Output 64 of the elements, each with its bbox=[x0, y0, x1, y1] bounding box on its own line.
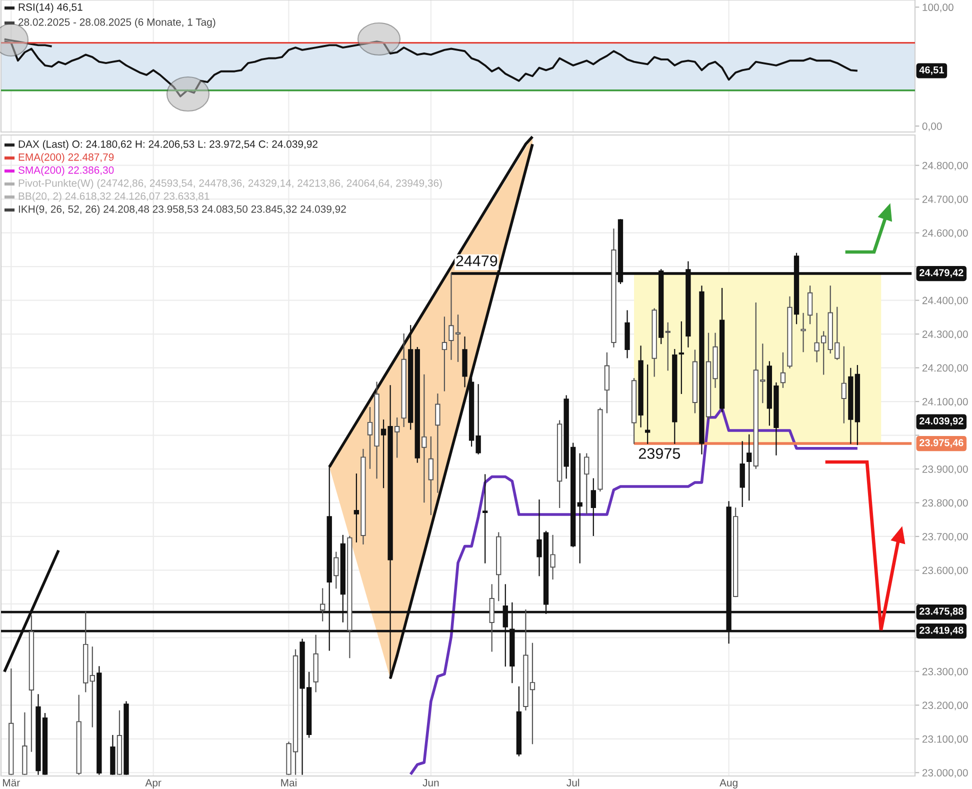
y-tick-label: 24.800,00 bbox=[922, 162, 968, 170]
candlestick bbox=[354, 474, 360, 542]
data-label: 24.479,42 bbox=[920, 269, 964, 278]
y-tick-label: 23.600,00 bbox=[922, 566, 968, 576]
y-tick-label: 0,00 bbox=[922, 122, 942, 132]
annotation: RSI(14) 46,51 bbox=[18, 3, 82, 13]
y-tick-label: 23.300,00 bbox=[922, 668, 968, 677]
x-tick-label: Jun bbox=[422, 779, 439, 786]
candlestick bbox=[740, 441, 745, 507]
candlestick bbox=[807, 286, 813, 324]
y-tick-label: 23.900,00 bbox=[922, 465, 968, 474]
candlestick bbox=[665, 322, 670, 371]
data-label: 23975 bbox=[638, 448, 680, 459]
candlestick bbox=[482, 474, 488, 564]
x-tick-label: Jul bbox=[566, 778, 580, 786]
annotation: DAX (Last) O: 24.180,62 H: 24.206,53 L: 23.972,54 C: 24.039,92 bbox=[18, 140, 318, 150]
annotation: 46,51 bbox=[919, 66, 944, 75]
candlestick bbox=[422, 374, 427, 503]
y-tick-label: 24.400,00 bbox=[922, 296, 968, 306]
y-tick-label: 100,00 bbox=[922, 4, 954, 12]
candlestick bbox=[577, 453, 582, 564]
y-tick-label: 24.200,00 bbox=[922, 364, 968, 373]
y-tick-label: 24.600,00 bbox=[922, 229, 968, 238]
ref-line-label: 23.475,88 bbox=[920, 608, 964, 616]
candlestick bbox=[90, 646, 95, 728]
annotation: EMA(200) 22.487,79 bbox=[18, 153, 114, 163]
text: 24.039,92 bbox=[920, 417, 964, 426]
y-tick-label: 23.000,00 bbox=[922, 769, 968, 778]
candlestick bbox=[489, 584, 494, 652]
annotation: IKH(9, 26, 52, 26) 24.208,48 23.958,53 24.083,50 23.845,32 24.039,92 bbox=[18, 205, 346, 215]
candlestick bbox=[428, 436, 434, 516]
candlestick bbox=[334, 552, 339, 589]
x-tick-label: Apr bbox=[145, 779, 162, 788]
y-tick-label: 23.200,00 bbox=[922, 702, 968, 710]
line-series bbox=[409, 406, 859, 776]
candlestick bbox=[320, 588, 326, 622]
annotation: Pivot-Punkte(W) (24742,86, 24593,54, 24478,36, 24329,14, 24213,86, 24064,64, 23949,36) bbox=[18, 179, 442, 189]
candlestick bbox=[780, 352, 786, 388]
annotation: 28.02.2025 - 28.08.2025 (6 Monate, 1 Tag) bbox=[18, 18, 216, 28]
y-tick-label: 24.700,00 bbox=[922, 196, 968, 204]
candlestick bbox=[678, 321, 684, 394]
annotation: SMA(200) 22.386,30 bbox=[18, 166, 114, 176]
y-tick-label: 24.100,00 bbox=[922, 398, 968, 407]
ref-line-label: 23.419,48 bbox=[920, 626, 964, 636]
candlestick bbox=[442, 316, 448, 392]
candlestick bbox=[394, 417, 400, 458]
candlestick bbox=[800, 312, 806, 352]
candlestick bbox=[746, 434, 752, 501]
candlestick bbox=[584, 453, 590, 514]
y-tick-label: 23.800,00 bbox=[922, 499, 968, 508]
candlestick bbox=[590, 478, 596, 536]
y-tick-label: 24.300,00 bbox=[922, 330, 968, 340]
y-tick-label: 23.700,00 bbox=[922, 532, 968, 542]
candlestick bbox=[644, 364, 650, 444]
data-label: 23.975,46 bbox=[920, 439, 964, 448]
annotation: BB(20, 2) 24.618,32 24.126,07 23.633,81 bbox=[18, 192, 210, 202]
y-tick-label: 23.100,00 bbox=[922, 735, 968, 744]
x-tick-label: Aug bbox=[720, 779, 738, 788]
x-tick-label: Mai bbox=[281, 778, 296, 786]
x-tick-label: Mär bbox=[3, 779, 20, 786]
candlestick bbox=[550, 534, 556, 580]
candlestick bbox=[841, 346, 846, 424]
data-label: 24479 bbox=[456, 256, 498, 266]
candlestick bbox=[435, 394, 440, 493]
